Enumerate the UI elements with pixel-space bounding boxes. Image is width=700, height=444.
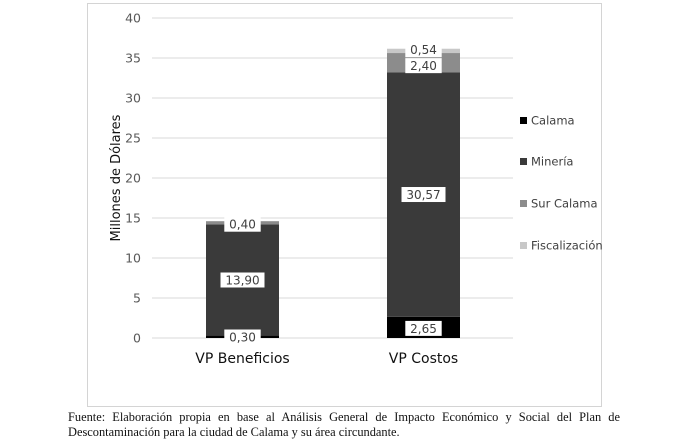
y-tick-label: 10 — [125, 251, 141, 266]
legend-label: Calama — [531, 114, 575, 128]
y-tick-label: 35 — [125, 51, 141, 66]
legend-swatch-sur-calama — [520, 200, 527, 207]
data-label-box — [405, 42, 442, 58]
footnote: Fuente: Elaboración propia en base al An… — [68, 410, 620, 440]
data-label: 13,90 — [225, 274, 259, 288]
data-label: 30,57 — [406, 188, 440, 202]
y-tick-label: 20 — [125, 171, 141, 186]
y-tick-label: 5 — [133, 291, 141, 306]
data-label: 0,40 — [229, 218, 256, 232]
chart-frame — [87, 3, 602, 407]
x-tick-label: VP Beneficios — [195, 351, 289, 367]
data-label: 2,40 — [410, 59, 437, 73]
legend-swatch-miner-a — [520, 158, 527, 165]
legend-swatch-calama — [520, 117, 527, 124]
data-label-box — [401, 187, 446, 203]
legend: Calama Minería Sur Calama Fiscalización — [520, 114, 603, 253]
data-label: 0,30 — [229, 331, 256, 345]
data-label-box — [405, 58, 442, 74]
data-label: 0,54 — [410, 43, 437, 57]
data-label-box — [220, 272, 265, 288]
footnote-line-2: Descontaminación para la ciudad de Calam… — [68, 425, 400, 439]
legend-label: Minería — [531, 155, 573, 169]
data-label-box — [405, 320, 442, 336]
x-axis-ticks: VP Beneficios VP Costos — [195, 351, 458, 367]
x-tick-label: VP Costos — [389, 351, 458, 367]
y-tick-label: 40 — [125, 11, 141, 26]
y-tick-label: 25 — [125, 131, 141, 146]
legend-label: Fiscalización — [531, 239, 603, 253]
data-label-box — [224, 329, 261, 345]
y-axis-label: Millones de Dólares — [109, 114, 124, 241]
legend-swatch-fiscalizaci-n — [520, 242, 527, 249]
y-tick-label: 0 — [133, 331, 141, 346]
y-tick-label: 15 — [125, 211, 141, 226]
y-axis-ticks: 0 5 10 15 20 25 30 35 40 — [125, 11, 141, 346]
footnote-line-1: Fuente: Elaboración propia en base al An… — [68, 410, 620, 424]
data-label: 2,65 — [410, 322, 437, 336]
stacked-bar-chart: 0 5 10 15 20 25 30 35 40 Millones de Dólares 0,3… — [109, 11, 603, 368]
y-tick-label: 30 — [125, 91, 141, 106]
data-label-box — [224, 216, 261, 232]
legend-label: Sur Calama — [531, 197, 598, 211]
data-labels: 0,30 13,90 0,40 2,65 30,57 2,40 0,54 — [220, 42, 446, 345]
